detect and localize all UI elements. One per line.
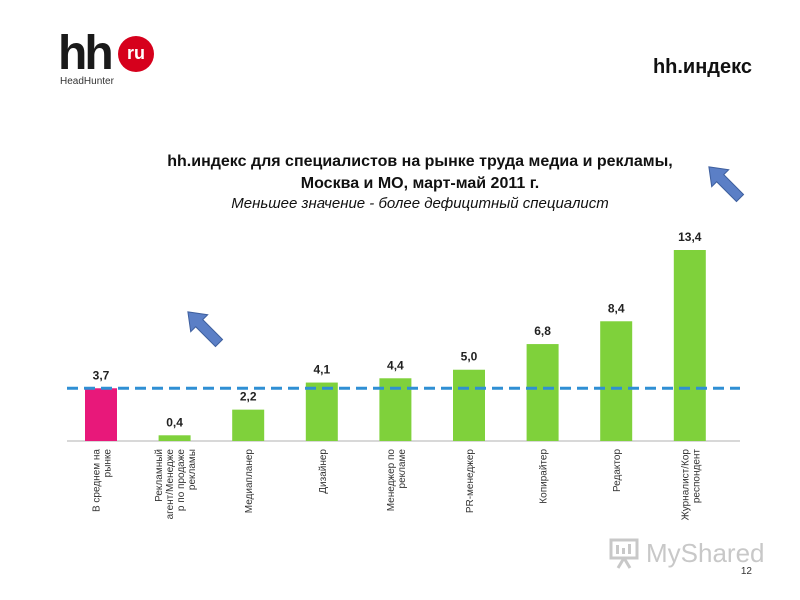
category-label: Менеджер по рекламе	[386, 449, 408, 512]
logo-ru-badge: ru	[118, 36, 154, 72]
category-label-line: Рекламный	[154, 449, 165, 502]
data-label: 0,4	[166, 415, 183, 429]
bar	[600, 321, 633, 441]
category-label-line: Копирайтер	[539, 449, 550, 504]
category-label-line: Дизайнер	[318, 449, 329, 494]
bar	[526, 344, 559, 441]
bar	[232, 409, 265, 441]
arrow-icon-right	[708, 166, 745, 203]
category-label: Копирайтер	[539, 449, 550, 504]
category-label-line: респондент	[691, 449, 702, 504]
page-title: hh.индекс	[652, 56, 752, 78]
data-label: 2,2	[240, 390, 257, 404]
arrow-icon-left	[187, 311, 224, 348]
bar	[673, 250, 706, 441]
logo-subtitle: HeadHunter	[60, 76, 114, 87]
data-label: 4,4	[387, 358, 404, 372]
category-label-line: р по продаже	[176, 449, 187, 511]
category-label: Медиапланер	[244, 449, 255, 514]
category-label-line: агент/Менедже	[165, 449, 176, 520]
category-label-line: рынке	[103, 449, 114, 478]
logo-hh-text: hh	[58, 27, 114, 80]
data-label: 3,7	[93, 368, 110, 382]
data-label: 8,4	[608, 301, 625, 315]
bar	[85, 388, 117, 441]
bar	[305, 382, 338, 441]
category-label-line: Редактор	[612, 449, 623, 492]
chart-title-line1: hh.индекс для специалистов на рынке труд…	[167, 153, 673, 170]
presentation-icon	[609, 538, 639, 569]
category-label-line: рекламы	[187, 449, 198, 490]
data-label: 13,4	[678, 230, 702, 244]
chart-title-line2: Москва и МО, март-май 2011 г.	[300, 175, 540, 192]
category-label-line: PR-менеджер	[465, 449, 476, 514]
category-label: PR-менеджер	[465, 449, 476, 514]
category-label: В среднем на рынке	[92, 449, 114, 512]
category-label: Журналист/Кор респондент	[680, 449, 702, 521]
watermark: MyShared	[608, 536, 768, 572]
category-label-line: В среднем на	[92, 449, 103, 512]
page-number: 12	[740, 566, 752, 577]
category-label-line: Журналист/Кор	[680, 449, 691, 521]
category-label: Рекламный агент/Менедже р по продаже реклам…	[154, 449, 198, 520]
chart-subtitle: Меньшее значение - более дефицитный спец…	[231, 195, 609, 212]
category-label-line: рекламе	[397, 449, 408, 489]
watermark-text: MyShared	[646, 538, 765, 568]
category-label-line: Менеджер по	[386, 449, 397, 512]
bar	[158, 435, 191, 441]
bar	[453, 369, 485, 441]
headhunter-logo: hh ru HeadHunter	[58, 30, 168, 90]
category-label-line: Медиапланер	[244, 449, 255, 514]
category-label: Редактор	[612, 449, 623, 492]
data-label: 4,1	[313, 363, 330, 377]
data-label: 5,0	[461, 350, 478, 364]
category-label: Дизайнер	[318, 449, 329, 494]
data-label: 6,8	[534, 324, 551, 338]
